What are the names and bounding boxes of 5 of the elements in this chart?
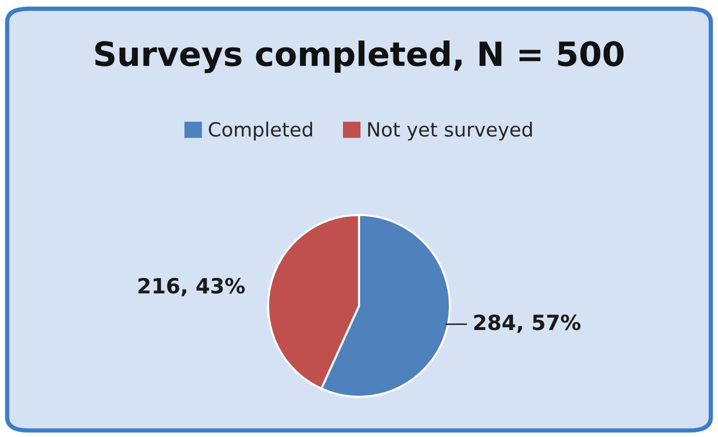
legend-label: Completed bbox=[208, 122, 312, 141]
legend-label: Not yet surveyed bbox=[368, 122, 532, 141]
data-label: 216, 43% bbox=[138, 278, 245, 296]
chart-title: Surveys completed, N = 500 bbox=[95, 40, 624, 74]
data-label: 284, 57% bbox=[474, 314, 580, 333]
